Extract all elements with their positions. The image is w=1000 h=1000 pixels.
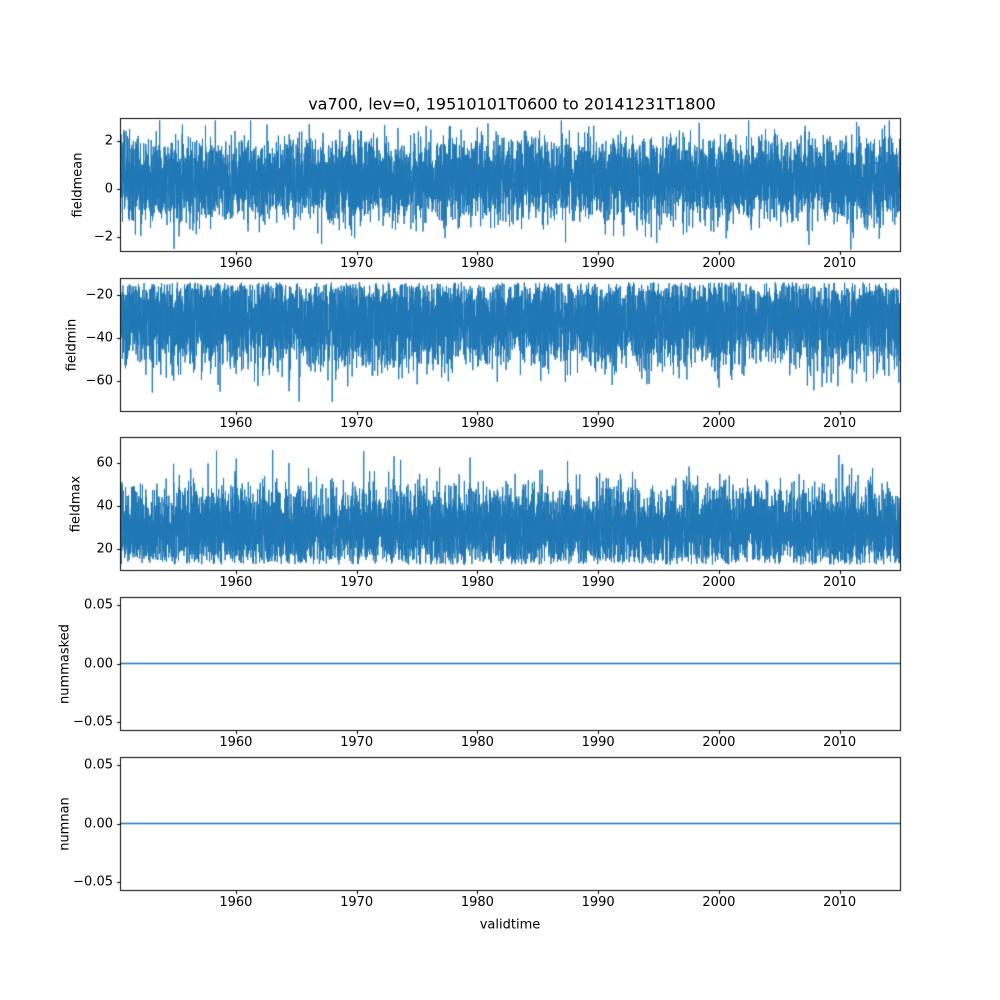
y-tick-label: −20: [85, 287, 113, 303]
y-axis-label-nummasked: nummasked: [57, 624, 73, 704]
chart-title: va700, lev=0, 19510101T0600 to 20141231T…: [308, 94, 716, 114]
y-axis-label-numnan: numnan: [57, 797, 73, 851]
x-tick-label: 1960: [219, 416, 253, 431]
x-tick-label: 1970: [340, 895, 374, 910]
x-tick-label: 1980: [460, 735, 494, 750]
x-tick-label: 1990: [581, 735, 615, 750]
x-tick-label: 2010: [823, 735, 857, 750]
x-tick-label: 1990: [581, 416, 615, 431]
y-tick-label: 0.00: [84, 656, 113, 671]
x-tick-label: 2010: [823, 575, 857, 590]
x-tick-label: 1990: [581, 575, 615, 590]
plot-area-fieldmean: [120, 118, 900, 251]
x-tick-label: 1980: [460, 895, 494, 910]
x-tick-label: 1970: [340, 256, 374, 271]
x-tick-label: 2010: [823, 895, 857, 910]
x-tick-label: 2000: [702, 416, 736, 431]
y-axis-label-fieldmax: fieldmax: [68, 475, 84, 533]
x-tick-label: 2000: [702, 256, 736, 271]
x-tick-label: 1980: [460, 575, 494, 590]
x-tick-label: 1960: [219, 735, 253, 750]
y-axis-label-fieldmean: fieldmean: [70, 152, 86, 218]
y-tick-label: −60: [85, 373, 113, 389]
x-tick-label: 2010: [823, 416, 857, 431]
y-tick-label: 0: [104, 181, 113, 197]
plot-area-nummasked: [120, 597, 900, 730]
x-tick-label: 1970: [340, 416, 374, 431]
x-tick-label: 2000: [702, 895, 736, 910]
y-tick-label: −2: [93, 229, 113, 245]
x-tick-label: 1970: [340, 735, 374, 750]
y-tick-label: 0.00: [84, 816, 113, 831]
x-tick-label: 1960: [219, 256, 253, 271]
y-tick-label: 40: [96, 498, 113, 514]
y-tick-label: 60: [96, 455, 113, 471]
x-tick-label: 1960: [219, 895, 253, 910]
x-tick-label: 2000: [702, 735, 736, 750]
plot-area-fieldmin: [120, 278, 900, 411]
x-tick-label: 1980: [460, 416, 494, 431]
y-tick-label: −0.05: [73, 874, 113, 890]
plot-area-fieldmax: [120, 437, 900, 570]
y-tick-label: 0.05: [84, 757, 113, 773]
x-tick-label: 1970: [340, 575, 374, 590]
x-tick-label: 1990: [581, 895, 615, 910]
x-tick-label: 1990: [581, 256, 615, 271]
x-tick-label: 2000: [702, 575, 736, 590]
x-axis-label: validtime: [479, 917, 541, 933]
x-tick-label: 2010: [823, 256, 857, 271]
y-tick-label: −0.05: [73, 714, 113, 730]
y-tick-label: 20: [96, 541, 113, 557]
y-tick-label: 0.05: [84, 597, 113, 613]
x-tick-label: 1960: [219, 575, 253, 590]
y-axis-label-fieldmin: fieldmin: [64, 318, 80, 372]
x-tick-label: 1980: [460, 256, 494, 271]
y-tick-label: 2: [104, 133, 113, 149]
plot-area-numnan: [120, 757, 900, 890]
y-tick-label: −40: [85, 330, 113, 346]
